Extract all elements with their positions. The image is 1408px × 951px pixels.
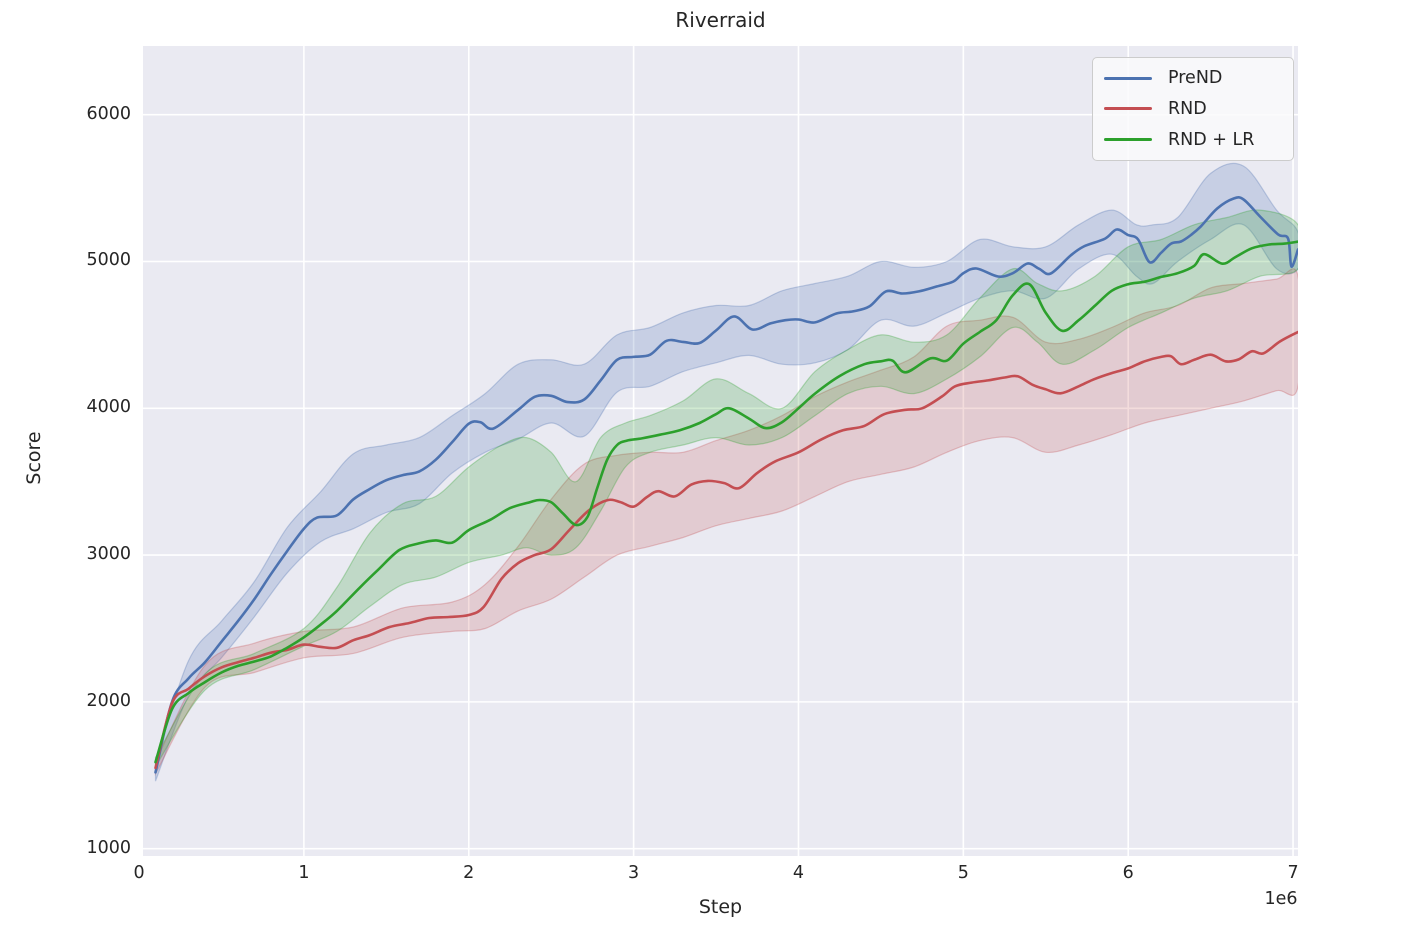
x-tick-label: 7 (1287, 863, 1299, 883)
legend-label: RND (1168, 98, 1207, 119)
x-tick-label: 1 (298, 863, 310, 883)
legend-item-rnd: RND (1104, 95, 1283, 123)
y-tick-label: 4000 (86, 397, 131, 418)
y-tick-label: 2000 (86, 690, 131, 711)
plot-area (143, 46, 1298, 856)
x-tick-label: 3 (628, 863, 640, 883)
legend: PreND RND RND + LR (1092, 57, 1294, 161)
y-tick-label: 5000 (86, 250, 131, 271)
series-line (154, 240, 1298, 764)
legend-label: PreND (1168, 68, 1223, 89)
legend-label: RND + LR (1168, 129, 1255, 150)
x-axis-label: Step (698, 896, 743, 918)
legend-line-swatch (1104, 76, 1152, 80)
legend-line-swatch (1104, 138, 1152, 142)
series-line (154, 196, 1298, 774)
y-axis-label: Score (23, 431, 45, 485)
confidence-band (154, 162, 1298, 782)
chart-canvas (143, 46, 1298, 856)
legend-item-rnd-lr: RND + LR (1104, 126, 1283, 154)
x-tick-label: 0 (133, 863, 145, 883)
chart-title: Riverraid (675, 8, 766, 32)
y-tick-label: 6000 (86, 103, 131, 124)
y-tick-label: 1000 (86, 837, 131, 858)
series-line (154, 330, 1298, 770)
x-tick-label: 4 (792, 863, 805, 883)
legend-item-prend: PreND (1104, 64, 1283, 92)
confidence-band (154, 209, 1298, 769)
x-tick-label: 2 (463, 863, 475, 883)
y-tick-label: 3000 (86, 544, 131, 565)
x-tick-label: 5 (957, 863, 969, 883)
legend-line-swatch (1104, 107, 1152, 111)
x-axis-offset-label: 1e6 (1264, 889, 1298, 909)
x-tick-label: 6 (1122, 863, 1134, 883)
